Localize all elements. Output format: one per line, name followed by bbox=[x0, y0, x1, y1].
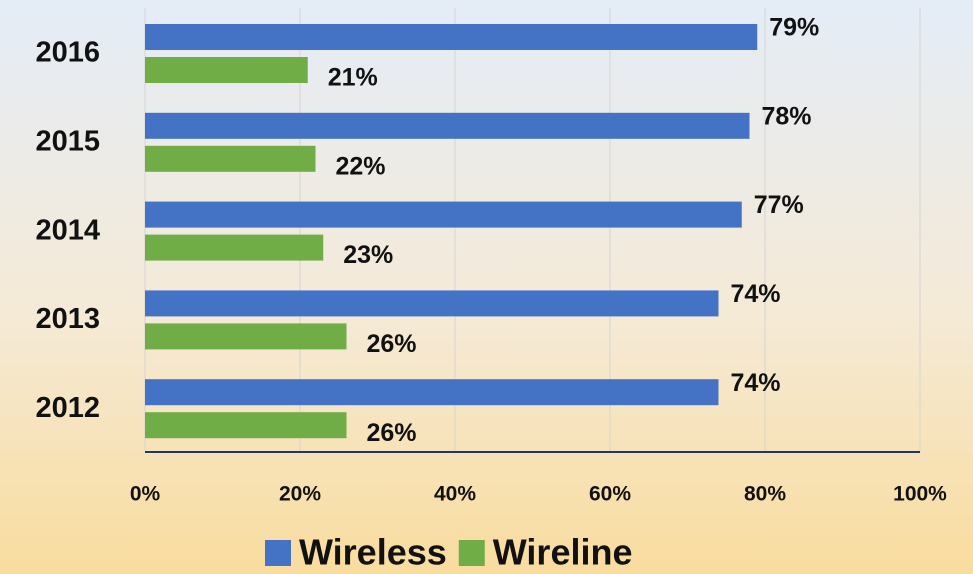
bar bbox=[145, 145, 316, 172]
bar bbox=[145, 379, 719, 406]
legend-label: Wireless bbox=[299, 532, 447, 573]
y-tick-label: 2016 bbox=[35, 37, 100, 69]
bar bbox=[145, 201, 742, 228]
legend-label: Wireline bbox=[493, 532, 633, 573]
legend-swatch bbox=[458, 540, 485, 566]
bar bbox=[145, 234, 324, 261]
bar bbox=[145, 24, 758, 50]
data-label: 22% bbox=[336, 152, 386, 180]
data-label: 21% bbox=[328, 64, 378, 92]
x-tick-label: 100% bbox=[893, 483, 947, 506]
x-tick-label: 60% bbox=[589, 483, 631, 506]
data-label: 77% bbox=[754, 191, 804, 219]
y-tick-label: 2015 bbox=[35, 125, 100, 157]
data-label: 26% bbox=[367, 330, 417, 358]
bar bbox=[145, 57, 308, 83]
bar bbox=[145, 323, 347, 350]
bar bbox=[145, 112, 750, 139]
x-tick-label: 20% bbox=[279, 483, 321, 506]
legend-swatch bbox=[265, 540, 291, 566]
data-label: 74% bbox=[731, 369, 781, 397]
y-tick-label: 2012 bbox=[35, 392, 100, 424]
bar bbox=[145, 412, 347, 439]
x-tick-label: 40% bbox=[434, 483, 476, 506]
x-tick-label: 0% bbox=[130, 483, 161, 506]
data-label: 23% bbox=[343, 241, 393, 269]
data-label: 74% bbox=[731, 280, 781, 308]
y-tick-label: 2013 bbox=[35, 303, 100, 335]
y-tick-label: 2014 bbox=[35, 214, 100, 246]
data-label: 79% bbox=[769, 14, 819, 42]
data-label: 26% bbox=[367, 419, 417, 447]
bar bbox=[145, 290, 719, 317]
data-label: 78% bbox=[762, 102, 812, 130]
x-tick-label: 80% bbox=[744, 483, 786, 506]
